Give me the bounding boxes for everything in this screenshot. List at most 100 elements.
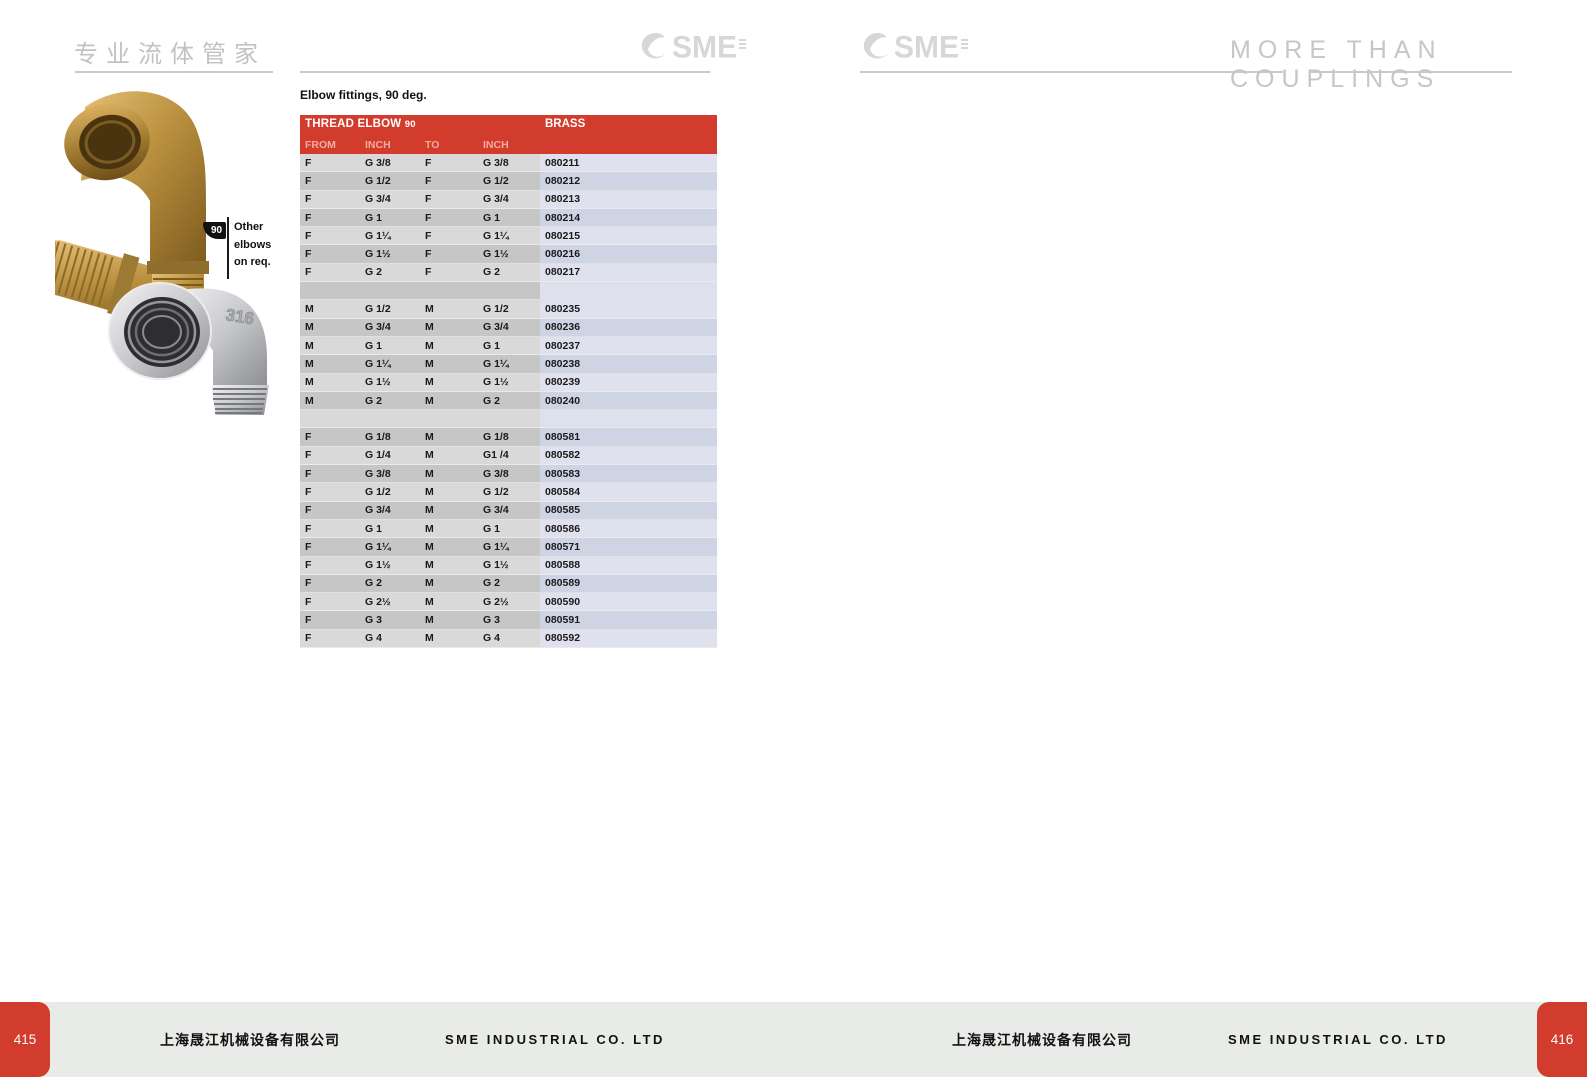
header-rule-left-title [75,71,273,73]
page-title-cn: 专业流体管家 [74,41,266,68]
steel-elbow-shape: 316 [108,282,269,415]
section-title: Elbow fittings, 90 deg. [300,88,427,102]
inch-cell: G 3/4 [365,321,391,334]
to-cell: F [425,174,432,187]
inch-cell: G 3/8 [483,156,509,169]
code-cell: 080591 [540,611,717,629]
inch-cell: G 1/8 [483,431,509,444]
inch-cell: G 2½ [365,595,391,608]
note-text: Other elbows on req. [234,219,271,272]
inch-cell: G 4 [365,632,382,645]
from-cell: F [305,248,312,261]
inch-cell: G 3/8 [483,467,509,480]
table-row: F G 1/2 F G 1/2 080212 [300,172,717,191]
from-cell: F [305,266,312,279]
from-cell: F [305,522,312,535]
code-cell: 080216 [540,245,717,263]
note-divider-line [227,217,229,279]
sme-logo-text: SME [894,30,960,65]
inch-cell: G 1½ [365,376,391,389]
table-row: F G 1/8 M G 1/8 080581 [300,428,717,447]
sme-swoosh-icon [641,32,666,59]
to-cell: F [425,211,432,224]
inch-cell: G 1/8 [365,431,391,444]
table-column-header-row: FROM INCH TO INCH [300,135,717,154]
to-cell: M [425,303,434,316]
to-cell [420,410,478,427]
brand-tagline: MORE THAN COUPLINGS [1230,36,1443,93]
table-row: F G 1/2 M G 1/2 080584 [300,483,717,502]
page-number-tab-right: 416 [1537,1002,1587,1077]
sme-speed-lines-icon [961,39,969,49]
inch-cell: G 2 [483,266,500,279]
stamp-316: 316 [224,305,255,328]
table-row: F G 1 M G 1 080586 [300,519,717,539]
inch-cell: G 1/2 [483,174,509,187]
from-cell: M [305,376,314,389]
inch-cell: G 4 [483,632,500,645]
to-cell: M [425,595,434,608]
to-cell: F [425,193,432,206]
table-row: F G 1½ F G 1½ 080216 [300,245,717,264]
page-number: 416 [1550,1032,1574,1047]
table-row: F G 3/8 M G 3/8 080583 [300,465,717,484]
table-row: F G 3/4 F G 3/4 080213 [300,190,717,209]
from-cell: F [305,540,312,553]
code-cell: 080237 [540,336,717,355]
table-row: F G 4 M G 4 080592 [300,629,717,649]
table-row: F G 1¼ M G 1¼ 080571 [300,538,717,557]
from-cell: F [305,193,312,206]
from-cell: F [305,467,312,480]
footer-company-en: SME INDUSTRIAL CO. LTD [1228,1032,1448,1047]
sme-logo: SME [636,30,747,66]
table-row: F G 1½ M G 1½ 080588 [300,556,717,575]
inch-cell: G 1/2 [365,485,391,498]
code-cell: 080582 [540,446,717,465]
inch-cell: G 3/4 [365,504,391,517]
code-cell: 080588 [540,556,717,574]
note-line: on req. [234,256,271,268]
table-row: M G 1½ M G 1½ 080239 [300,373,717,392]
from-cell: F [305,632,312,645]
table-row: F G 1/4 M G1 /4 080582 [300,446,717,466]
column-header-inch2: INCH [483,138,509,151]
from-cell: F [305,595,312,608]
from-cell [300,410,360,427]
page-number-tab-left: 415 [0,1002,50,1077]
code-cell: 080586 [540,519,717,538]
from-cell: F [305,577,312,590]
to-cell: F [425,266,432,279]
from-cell: F [305,431,312,444]
header-rule-right-page [860,71,1283,73]
inch-cell: G 3 [483,614,500,627]
inch-cell: G 1/2 [365,174,391,187]
inch-cell: G 1½ [365,248,391,261]
to-cell: M [425,357,434,370]
code-cell: 080235 [540,300,717,318]
footer-company-en: SME INDUSTRIAL CO. LTD [445,1032,665,1047]
inch-cell: G 1¼ [365,357,391,370]
to-cell: M [425,632,434,645]
inch-cell: G 3/4 [365,193,391,206]
from-cell: F [305,174,312,187]
from-cell: M [305,357,314,370]
inch-cell: G 2 [365,266,382,279]
thread-elbow-table: THREAD ELBOW 90 BRASS FROM INCH TO INCH … [300,115,717,649]
code-cell: 080217 [540,263,717,282]
code-cell: 080592 [540,629,717,648]
from-cell: F [305,559,312,572]
inch-cell: G 1¼ [365,540,391,553]
inch-cell: G 2 [483,394,500,407]
table-row: F G 2 M G 2 080589 [300,574,717,594]
from-cell: M [305,303,314,316]
to-cell: F [425,156,432,169]
code-cell: 080583 [540,465,717,483]
code-cell: 080211 [540,154,717,172]
code-cell: 080214 [540,208,717,227]
table-row: F G 3/4 M G 3/4 080585 [300,501,717,520]
from-cell: F [305,156,312,169]
to-cell: M [425,485,434,498]
to-cell: F [425,229,432,242]
inch-cell: G 1/4 [365,449,391,462]
inch-cell: G 1½ [483,376,509,389]
